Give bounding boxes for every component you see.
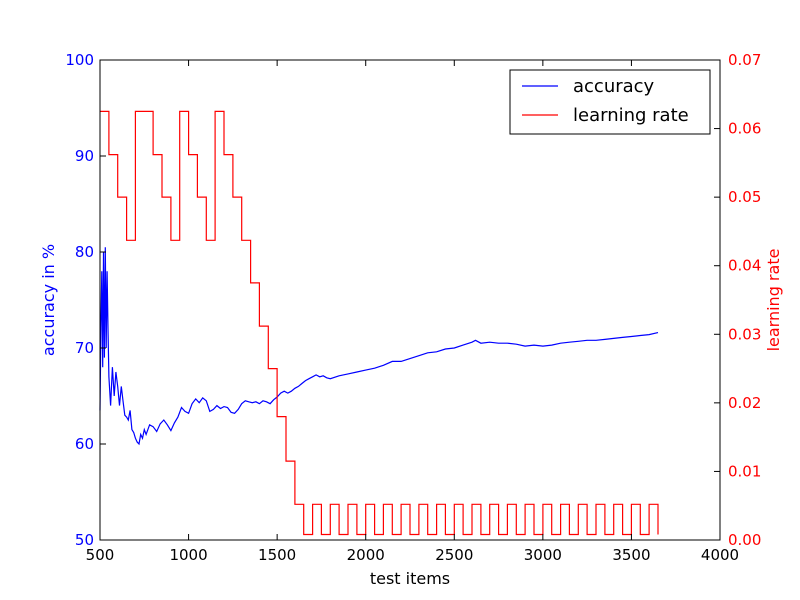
y-right-tick-label: 0.02 [728,394,761,412]
y-right-axis-label: learning rate [764,249,783,352]
y-left-tick-label: 80 [75,243,94,261]
x-tick-label: 2000 [347,546,385,564]
legend-label-accuracy: accuracy [573,76,655,97]
x-tick-label: 500 [86,546,115,564]
x-tick-label: 4000 [701,546,739,564]
y-right-tick-label: 0.00 [728,531,761,549]
y-right-tick-label: 0.05 [728,188,761,206]
series-layer [99,110,659,536]
y-right-tick-label: 0.06 [728,120,761,138]
y-left-tick-label: 90 [75,147,94,165]
series-line-accuracy [99,247,659,446]
y-right-tick-label: 0.04 [728,257,761,275]
y-left-axis-label: accuracy in % [39,244,58,356]
y-right-tick-label: 0.01 [728,462,761,480]
legend-label-learning-rate: learning rate [573,105,689,126]
y-left-tick-label: 100 [65,51,94,69]
x-tick-label: 3500 [612,546,650,564]
x-tick-label: 1500 [258,546,296,564]
legend: accuracy learning rate [509,69,711,135]
x-tick-label: 1000 [169,546,207,564]
y-left-tick-label: 60 [75,435,94,453]
x-tick-label: 2500 [435,546,473,564]
legend-box [509,69,711,135]
y-left-tick-label: 70 [75,339,94,357]
y-right-tick-label: 0.07 [728,51,761,69]
x-axis-label: test items [370,569,450,588]
ticks-layer: 500 1000 1500 2000 2500 3000 3500 4000 50 60 70 80 9… [65,51,761,564]
series-line-learning-rate [100,110,659,536]
plot-frame [99,59,721,541]
y-right-tick-label: 0.03 [728,325,761,343]
y-left-tick-label: 50 [75,531,94,549]
x-tick-label: 3000 [524,546,562,564]
